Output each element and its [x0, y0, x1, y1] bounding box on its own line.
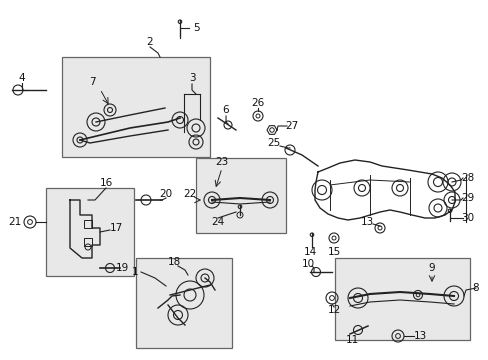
Text: 23: 23: [215, 157, 228, 167]
Text: 4: 4: [19, 73, 25, 83]
FancyBboxPatch shape: [196, 158, 285, 233]
Text: 13: 13: [412, 331, 426, 341]
Text: 3: 3: [188, 73, 195, 83]
Text: 29: 29: [461, 193, 474, 203]
Text: 11: 11: [345, 335, 358, 345]
Text: 7: 7: [88, 77, 95, 87]
Text: 15: 15: [326, 247, 340, 257]
Text: 25: 25: [267, 138, 280, 148]
Text: 19: 19: [115, 263, 128, 273]
Text: 2: 2: [146, 37, 153, 47]
Text: 9: 9: [428, 263, 434, 273]
Text: 6: 6: [222, 105, 229, 115]
FancyBboxPatch shape: [46, 188, 134, 276]
Text: 21: 21: [8, 217, 21, 227]
FancyBboxPatch shape: [136, 258, 231, 348]
Text: 17: 17: [109, 223, 122, 233]
Text: 1: 1: [131, 267, 138, 277]
Text: 30: 30: [461, 213, 473, 223]
Text: 18: 18: [167, 257, 180, 267]
FancyBboxPatch shape: [334, 258, 469, 340]
Text: 28: 28: [461, 173, 474, 183]
Text: 8: 8: [472, 283, 478, 293]
Text: 27: 27: [285, 121, 298, 131]
Text: 14: 14: [303, 247, 316, 257]
Bar: [84, 238, 92, 246]
Text: 26: 26: [251, 98, 264, 108]
Text: 16: 16: [99, 178, 112, 188]
Text: 5: 5: [192, 23, 199, 33]
FancyBboxPatch shape: [62, 57, 209, 157]
Text: 24: 24: [211, 217, 224, 227]
Text: 12: 12: [326, 305, 340, 315]
Text: 22: 22: [183, 189, 196, 199]
Text: 13: 13: [360, 217, 373, 227]
Text: 10: 10: [301, 259, 314, 269]
Text: 20: 20: [159, 189, 172, 199]
Bar: [84, 220, 92, 228]
